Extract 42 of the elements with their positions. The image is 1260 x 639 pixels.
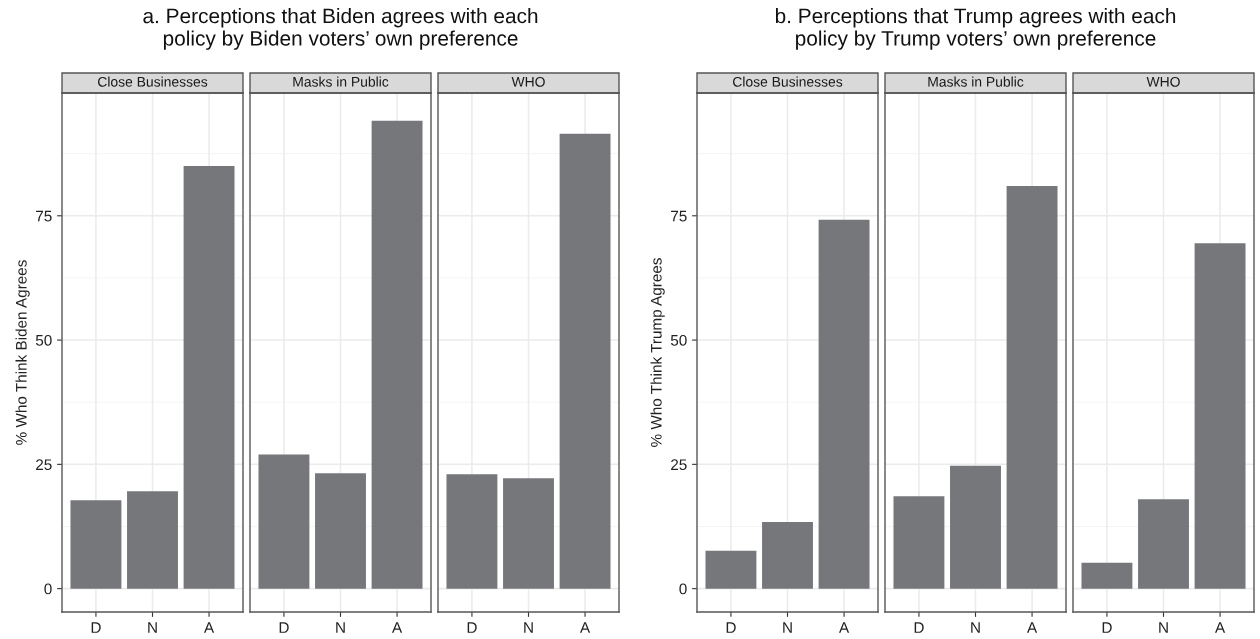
y-tick-label: 75 [36, 210, 52, 222]
y-tick-label: 25 [36, 459, 52, 471]
x-tick-label: N [148, 622, 157, 633]
x-tick-label: D [914, 622, 924, 633]
y-tick-label: 25 [671, 459, 687, 471]
y-tick-label: 75 [671, 210, 687, 222]
y-tick-label: 0 [44, 583, 52, 595]
text: b. Perceptions that Trump agrees with each policy by Trump voters’ own preference [775, 8, 1176, 50]
x-tick-label: N [1159, 622, 1168, 633]
chart-subtitle: WHO [1146, 76, 1180, 87]
x-tick-label: D [1102, 622, 1112, 633]
bar [183, 166, 235, 589]
x-tick-label: D [467, 622, 477, 633]
bar [818, 219, 870, 589]
x-tick-label: A [204, 622, 215, 633]
x-tick-label: N [524, 622, 533, 633]
x-tick-label: D [726, 622, 736, 633]
x-tick-label: A [839, 622, 850, 633]
y-axis-title: % Who Think Trump Agrees [650, 258, 665, 447]
x-tick-label: N [783, 622, 792, 633]
chart-subtitle: Masks in Public [293, 76, 389, 87]
bar [762, 522, 813, 589]
y-tick-label: 50 [670, 334, 687, 346]
chart-subtitle: Masks in Public [928, 76, 1024, 87]
bar [70, 500, 122, 589]
x-tick-label: A [1215, 622, 1226, 633]
chart-subtitle: WHO [511, 76, 545, 87]
chart-subtitle: Close Businesses [733, 76, 843, 87]
y-tick-label: 0 [679, 583, 687, 595]
x-tick-label: A [392, 622, 403, 633]
x-tick-label: N [336, 622, 345, 633]
x-tick-label: D [279, 622, 289, 633]
x-tick-label: A [1027, 622, 1038, 633]
y-tick-label: 50 [35, 334, 52, 346]
text: a. Perceptions that Biden agrees with each policy by Biden voters’ own preference [143, 8, 538, 50]
x-tick-label: N [971, 622, 980, 633]
x-tick-label: A [580, 622, 591, 633]
y-axis-title: % Who Think Biden Agrees [15, 260, 30, 445]
bar [127, 491, 178, 589]
chart-subtitle: Close Businesses [98, 76, 208, 87]
bar [705, 550, 757, 589]
x-tick-label: D [91, 622, 101, 633]
